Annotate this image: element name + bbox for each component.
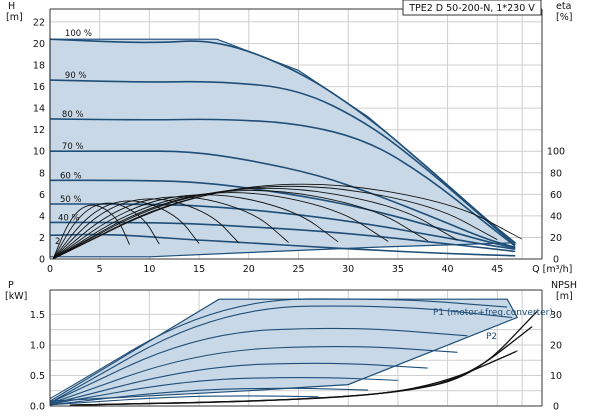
y-left-tick-label: 0.0 [30,402,45,413]
x-tick-label: 0 [47,264,53,275]
x-tick-label: 15 [193,264,205,275]
y-left-tick-label: 2 [39,233,45,244]
efficiency-curve-9 [52,187,458,260]
y-left-tick-label: 14 [33,104,45,115]
npsh-curve-3 [69,310,538,406]
y-left-tick-label: 12 [33,125,45,136]
p2-annotation: P2 [486,332,497,342]
x-tick-label: 5 [97,264,103,275]
y-right-unit: [%] [556,12,572,23]
y-left-tick-label: 18 [33,61,45,72]
y-left-tick-label: 16 [33,82,45,93]
y-left-title: H [8,1,15,12]
speed-label: 40 % [58,213,80,223]
y-left-unit: [m] [6,12,23,23]
power-curve-6 [49,376,399,405]
efficiency-curve-7 [52,192,389,260]
power-curve-3 [49,327,468,404]
qh-curve-3 [49,118,516,247]
speed-label: 60 % [60,171,82,181]
efficiency-curve-1 [52,204,130,260]
y-right-title: NPSH [551,280,577,291]
y-right-title: eta [556,1,571,12]
y-right-tick-label: 0 [553,255,559,266]
power-curve-5 [49,362,429,405]
y-right-tick-label: 30 [550,310,562,321]
speed-label: 90 % [65,71,87,81]
y-left-tick-label: 6 [39,190,45,201]
y-left-title: P [8,280,14,291]
y-left-tick-label: 10 [33,147,45,158]
efficiency-curve-6 [52,194,339,260]
qh-curve-5 [49,179,516,249]
speed-label: 100 % [65,29,92,39]
y-left-tick-label: 20 [33,39,45,50]
y-right-tick-label: 20 [550,340,562,351]
efficiency-curve-2 [52,202,160,260]
y-left-tick-label: 8 [39,168,45,179]
x-tick-label: 35 [392,264,404,275]
power-curve-8 [49,395,319,406]
qh-curve-6 [50,203,516,251]
x-tick-label: Q [m³/h] [532,264,572,275]
power-curve-7 [49,387,369,406]
y-right-unit: [m] [556,291,573,302]
power-curve-4 [49,346,458,405]
y-right-tick-label: 40 [550,211,562,222]
speed-label: 70 % [62,142,84,152]
speed-label: 50 % [60,195,82,205]
y-left-tick-label: 1.0 [30,340,45,351]
y-right-tick-label: 20 [550,233,562,244]
chart-title: TPE2 D 50-200-N, 1*230 V [408,3,535,14]
efficiency-curve-8 [52,190,429,260]
y-left-unit: [kW] [5,291,27,302]
y-left-tick-label: 0.5 [30,371,45,382]
efficiency-curve-11 [52,183,523,260]
x-tick-label: 25 [292,264,304,275]
y-right-tick-label: 60 [550,190,562,201]
x-tick-label: 10 [143,264,155,275]
y-left-tick-label: 22 [33,17,45,28]
y-right-tick-label: 10 [550,371,562,382]
speed-label: 2 [55,237,60,247]
y-right-tick-label: 100 [547,147,565,158]
y-right-tick-label: 0 [553,402,559,413]
y-left-tick-label: 0 [39,255,45,266]
x-tick-label: 20 [243,264,255,275]
qh-curve-4 [49,150,516,248]
power-curve-2 [49,305,513,404]
y-left-tick-label: 1.5 [30,310,45,321]
power-curve-1 [49,298,508,400]
x-tick-label: 30 [342,264,354,275]
y-right-tick-label: 80 [550,168,562,179]
x-tick-label: 45 [491,264,503,275]
x-tick-label: 40 [442,264,454,275]
p1-annotation: P1 (motor+freq.converter) [433,308,553,318]
speed-label: 80 % [62,110,84,120]
title-box [402,0,542,16]
y-left-tick-label: 4 [39,211,45,222]
efficiency-curve-10 [52,185,498,260]
qh-curve-1 [49,38,516,244]
